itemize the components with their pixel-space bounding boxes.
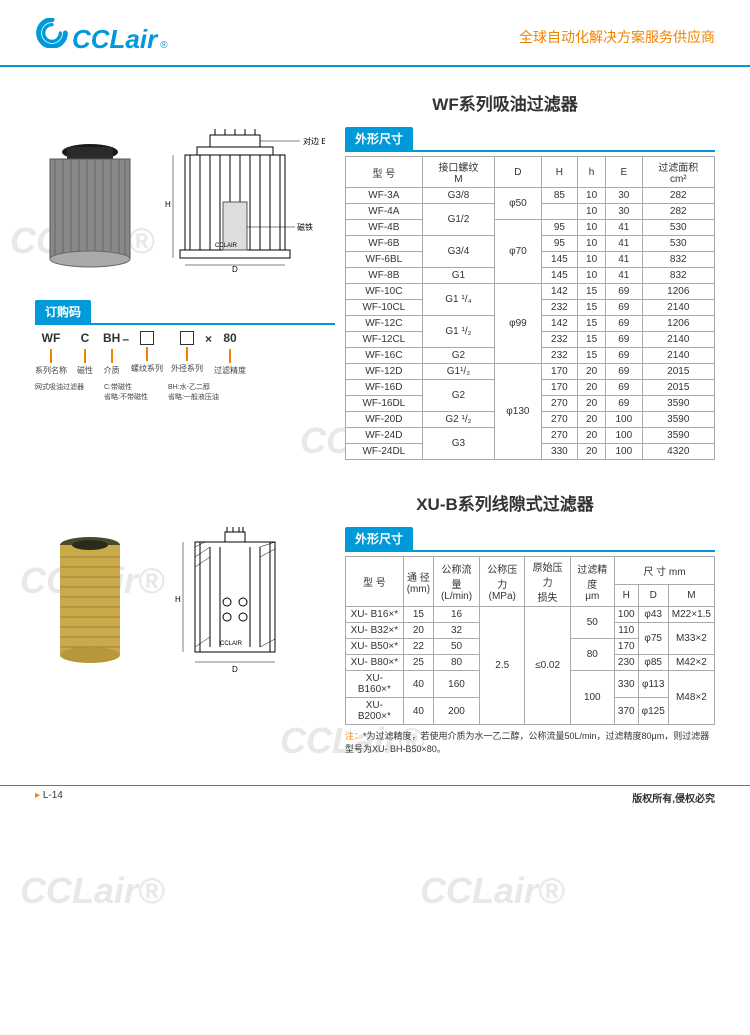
product-photo-1 — [35, 127, 145, 282]
logo-text: CCLair — [72, 24, 157, 55]
svg-text:D: D — [232, 665, 238, 674]
page-header: CCLair ® 全球自动化解决方案服务供应商 — [0, 0, 750, 67]
svg-text:D: D — [232, 265, 238, 274]
svg-text:M: M — [231, 127, 238, 129]
dim-label-2: 外形尺寸 — [345, 527, 413, 550]
logo-reg: ® — [160, 40, 167, 51]
section1-title: WF系列吸油过滤器 — [35, 90, 715, 115]
order-code-label: 订购码 — [35, 300, 91, 323]
copyright: 版权所有,侵权必究 — [632, 790, 715, 805]
logo: CCLair ® — [35, 18, 168, 55]
spec-table-1: 型 号 接口螺纹 M D H h E 过滤面积 cm² WF-3AG3/8φ50… — [345, 156, 715, 460]
logo-icon — [35, 18, 69, 48]
table-row: WF-3AG3/8φ50851030282 — [346, 188, 715, 204]
order-code-section: 订购码 WF系列名称 C磁性 BH介质 – 螺纹系列 外径系列 × 80 — [35, 300, 335, 402]
table-row: WF-10CG1 ¹/₄φ9914215691206 — [346, 284, 715, 300]
note-2: 注：*为过滤精度，若使用介质为水一乙二醇，公称流量50L/min，过滤精度80μ… — [345, 729, 715, 755]
svg-text:CCLAIR: CCLAIR — [220, 641, 243, 647]
page-number: ▸ L-14 — [35, 790, 63, 805]
spec-table-2: 型 号 通 径 (mm) 公称流量 (L/min) 公称压力 (MPa) 原始压… — [345, 556, 715, 725]
watermark: CCLair® — [420, 870, 565, 912]
table-row: WF-12DG1¹/₂φ13017020692015 — [346, 364, 715, 380]
order-sub-1: C:带磁性 省略:不带磁性 — [104, 382, 148, 402]
svg-text:H: H — [175, 595, 181, 604]
tech-drawing-1: M 对边 E H D CCLAIR 磁铁 — [155, 127, 325, 282]
order-sub-0: 网式吸油过滤器 — [35, 382, 84, 402]
watermark: CCLair® — [20, 870, 165, 912]
table-row: XU- B16×*15162.5≤0.0250100φ43M22×1.5 — [346, 607, 715, 623]
product-photo-2 — [35, 527, 145, 682]
dim-label-1: 外形尺寸 — [345, 127, 413, 150]
table-row: WF-4Bφ70951041530 — [346, 220, 715, 236]
svg-text:H: H — [165, 200, 171, 209]
svg-text:磁铁: 磁铁 — [297, 222, 313, 232]
svg-text:CCLAIR: CCLAIR — [215, 243, 238, 249]
tech-drawing-2: M H D CCLAIR — [155, 527, 325, 682]
svg-text:对边 E: 对边 E — [303, 136, 325, 146]
header-slogan: 全球自动化解决方案服务供应商 — [519, 27, 715, 47]
page-footer: ▸ L-14 版权所有,侵权必究 — [0, 785, 750, 805]
order-sub-2: BH:水-乙二醇 省略:一般液压油 — [168, 382, 219, 402]
section2-title: XU-B系列线隙式过滤器 — [35, 490, 715, 515]
